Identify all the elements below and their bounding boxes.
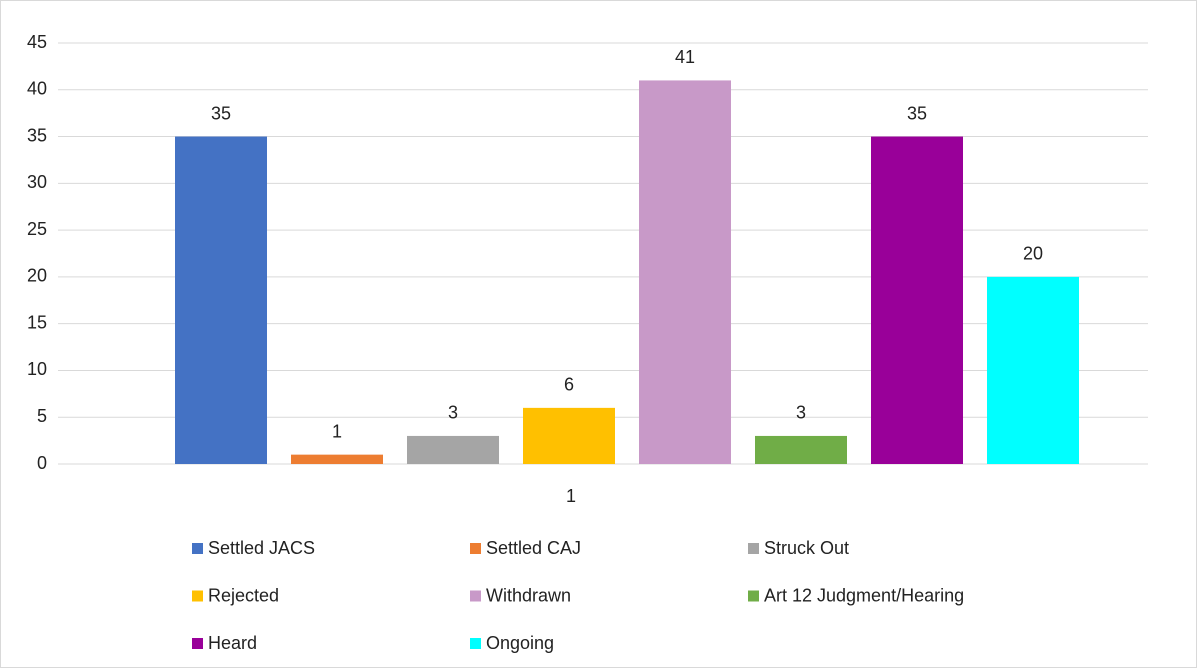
y-tick-label: 20 xyxy=(27,266,47,286)
data-label: 35 xyxy=(211,103,231,123)
y-tick-label: 35 xyxy=(27,125,47,145)
legend-swatch xyxy=(748,543,759,554)
bar xyxy=(639,80,731,464)
legend-label: Withdrawn xyxy=(486,585,571,605)
data-label: 3 xyxy=(796,403,806,423)
legend-swatch xyxy=(748,590,759,602)
legend-label: Settled CAJ xyxy=(486,538,581,558)
bar xyxy=(407,435,499,464)
x-tick-label: 1 xyxy=(566,486,576,506)
y-tick-label: 15 xyxy=(27,312,47,332)
legend-label: Rejected xyxy=(208,585,279,605)
legend-label: Art 12 Judgment/Hearing xyxy=(764,585,964,605)
data-label: 35 xyxy=(907,103,927,123)
y-tick-label: 5 xyxy=(37,406,47,426)
data-label: 3 xyxy=(448,403,458,423)
bar xyxy=(523,407,615,464)
data-label: 20 xyxy=(1023,244,1043,264)
legend-swatch xyxy=(470,638,481,649)
legend-swatch xyxy=(470,543,481,554)
legend-swatch xyxy=(470,590,481,602)
legend-swatch xyxy=(192,590,203,602)
bar xyxy=(755,435,847,464)
y-tick-label: 0 xyxy=(37,453,47,473)
y-tick-label: 45 xyxy=(27,32,47,52)
y-tick-label: 25 xyxy=(27,219,47,239)
data-label: 6 xyxy=(564,375,574,395)
bar xyxy=(871,136,963,465)
bar xyxy=(291,454,383,464)
y-tick-label: 40 xyxy=(27,79,47,99)
data-label: 41 xyxy=(675,47,695,67)
legend-label: Settled JACS xyxy=(208,538,315,558)
y-tick-label: 30 xyxy=(27,172,47,192)
legend-label: Heard xyxy=(208,633,257,653)
legend-swatch xyxy=(192,638,203,649)
legend-swatch xyxy=(192,543,203,554)
y-tick-label: 10 xyxy=(27,359,47,379)
bar xyxy=(987,276,1079,464)
bar xyxy=(175,136,267,465)
legend-label: Struck Out xyxy=(764,538,849,558)
data-label: 1 xyxy=(332,421,342,441)
legend-label: Ongoing xyxy=(486,633,554,653)
